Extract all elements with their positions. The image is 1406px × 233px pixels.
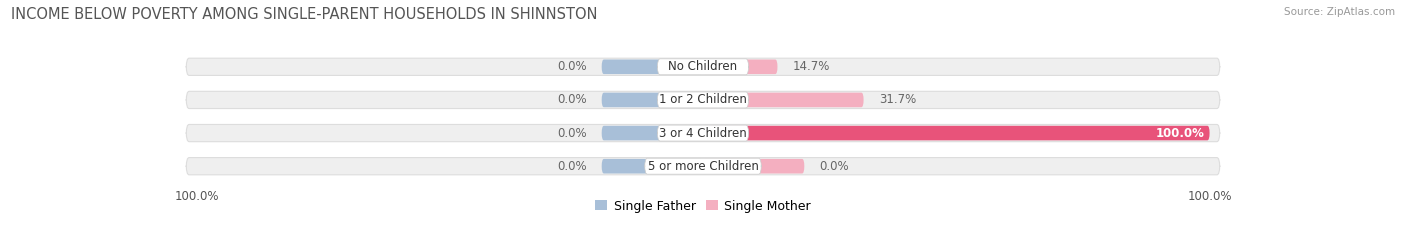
FancyBboxPatch shape xyxy=(703,59,778,74)
Text: 0.0%: 0.0% xyxy=(557,160,586,173)
Text: 100.0%: 100.0% xyxy=(174,190,219,203)
Text: 0.0%: 0.0% xyxy=(557,93,586,106)
Legend: Single Father, Single Mother: Single Father, Single Mother xyxy=(591,195,815,218)
Text: 100.0%: 100.0% xyxy=(1156,127,1205,140)
Text: 1 or 2 Children: 1 or 2 Children xyxy=(659,93,747,106)
FancyBboxPatch shape xyxy=(703,93,863,107)
Text: INCOME BELOW POVERTY AMONG SINGLE-PARENT HOUSEHOLDS IN SHINNSTON: INCOME BELOW POVERTY AMONG SINGLE-PARENT… xyxy=(11,7,598,22)
FancyBboxPatch shape xyxy=(186,91,1219,109)
Text: 0.0%: 0.0% xyxy=(820,160,849,173)
Text: No Children: No Children xyxy=(668,60,738,73)
FancyBboxPatch shape xyxy=(703,159,804,174)
Text: Source: ZipAtlas.com: Source: ZipAtlas.com xyxy=(1284,7,1395,17)
FancyBboxPatch shape xyxy=(602,159,703,174)
FancyBboxPatch shape xyxy=(602,126,703,140)
Text: 0.0%: 0.0% xyxy=(557,60,586,73)
FancyBboxPatch shape xyxy=(186,158,1219,175)
FancyBboxPatch shape xyxy=(658,92,748,108)
Text: 14.7%: 14.7% xyxy=(793,60,830,73)
Text: 5 or more Children: 5 or more Children xyxy=(648,160,758,173)
Text: 100.0%: 100.0% xyxy=(1187,190,1232,203)
FancyBboxPatch shape xyxy=(186,58,1219,75)
Text: 3 or 4 Children: 3 or 4 Children xyxy=(659,127,747,140)
Text: 31.7%: 31.7% xyxy=(879,93,917,106)
FancyBboxPatch shape xyxy=(602,93,703,107)
FancyBboxPatch shape xyxy=(658,59,748,75)
FancyBboxPatch shape xyxy=(703,126,1209,140)
FancyBboxPatch shape xyxy=(645,158,761,174)
FancyBboxPatch shape xyxy=(658,125,748,141)
FancyBboxPatch shape xyxy=(186,124,1219,142)
Text: 0.0%: 0.0% xyxy=(557,127,586,140)
FancyBboxPatch shape xyxy=(602,59,703,74)
